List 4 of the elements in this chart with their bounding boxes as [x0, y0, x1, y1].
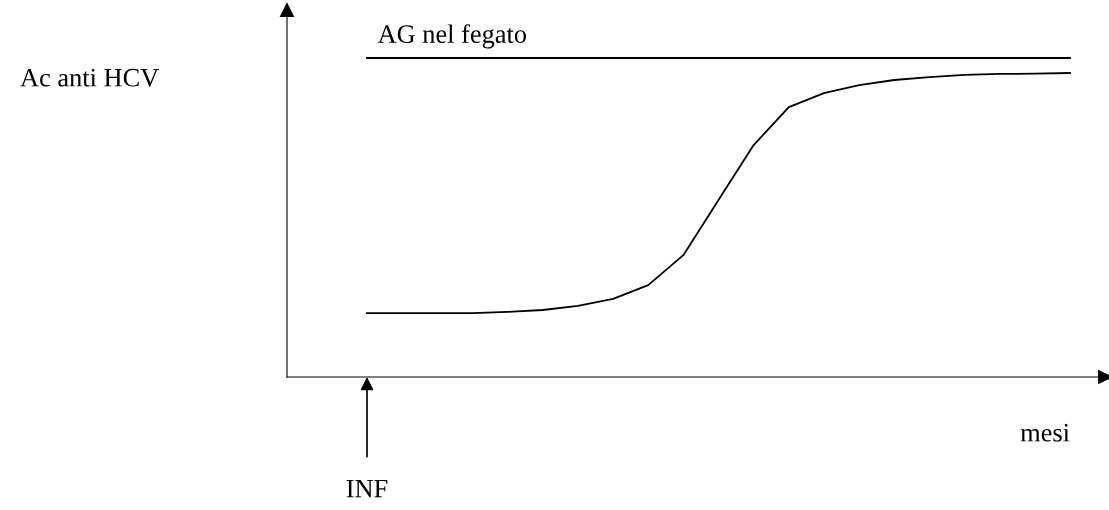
x-axis-title: mesi [1020, 423, 1070, 442]
text: Ac anti HCV [20, 68, 159, 87]
text: INF [346, 479, 388, 498]
series-label: AG nel fegato [377, 24, 527, 49]
